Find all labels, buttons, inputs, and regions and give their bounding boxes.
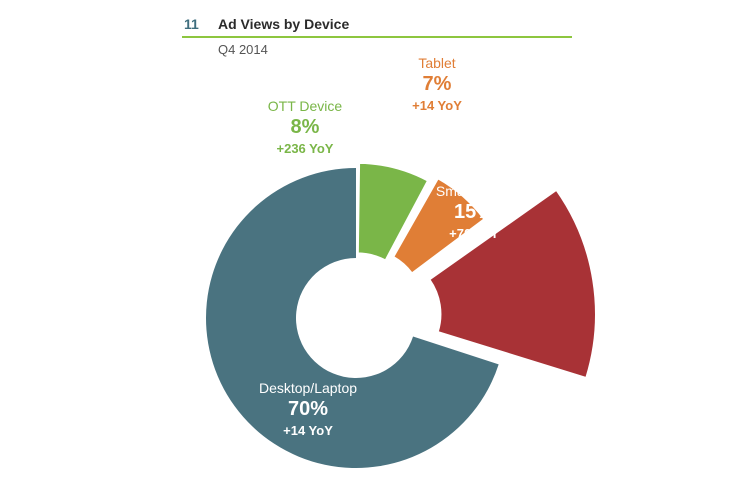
slice-tablet (392, 177, 486, 275)
tablet-percent: 7% (423, 73, 452, 95)
slice-ott-device (357, 162, 429, 262)
figure-header: 11 Ad Views by Device (182, 14, 572, 38)
ott-device-percent: 8% (291, 116, 320, 138)
tablet-label: Tablet (418, 55, 455, 71)
desktop-laptop-percent: 70% (288, 398, 328, 420)
slice-desktop-laptop (206, 168, 499, 468)
ott-device-label: OTT Device (268, 98, 343, 114)
smartphone-yoy: +70 YoY (449, 226, 499, 241)
ott-device-yoy: +236 YoY (277, 141, 334, 156)
labels-group: OTT Device 8% +236 YoY Tablet 7% +14 YoY Smart… (259, 55, 512, 438)
figure-subtitle: Q4 2014 (218, 42, 268, 57)
slice-smartphone (428, 189, 597, 379)
figure-number: 11 (184, 16, 199, 32)
figure-title: Ad Views by Device (218, 16, 350, 32)
slices-group (206, 162, 597, 468)
desktop-laptop-label: Desktop/Laptop (259, 380, 357, 396)
smartphone-percent: 15% (454, 201, 494, 223)
desktop-laptop-yoy: +14 YoY (283, 423, 333, 438)
tablet-yoy: +14 YoY (412, 98, 462, 113)
smartphone-label: Smartphone (436, 183, 512, 199)
